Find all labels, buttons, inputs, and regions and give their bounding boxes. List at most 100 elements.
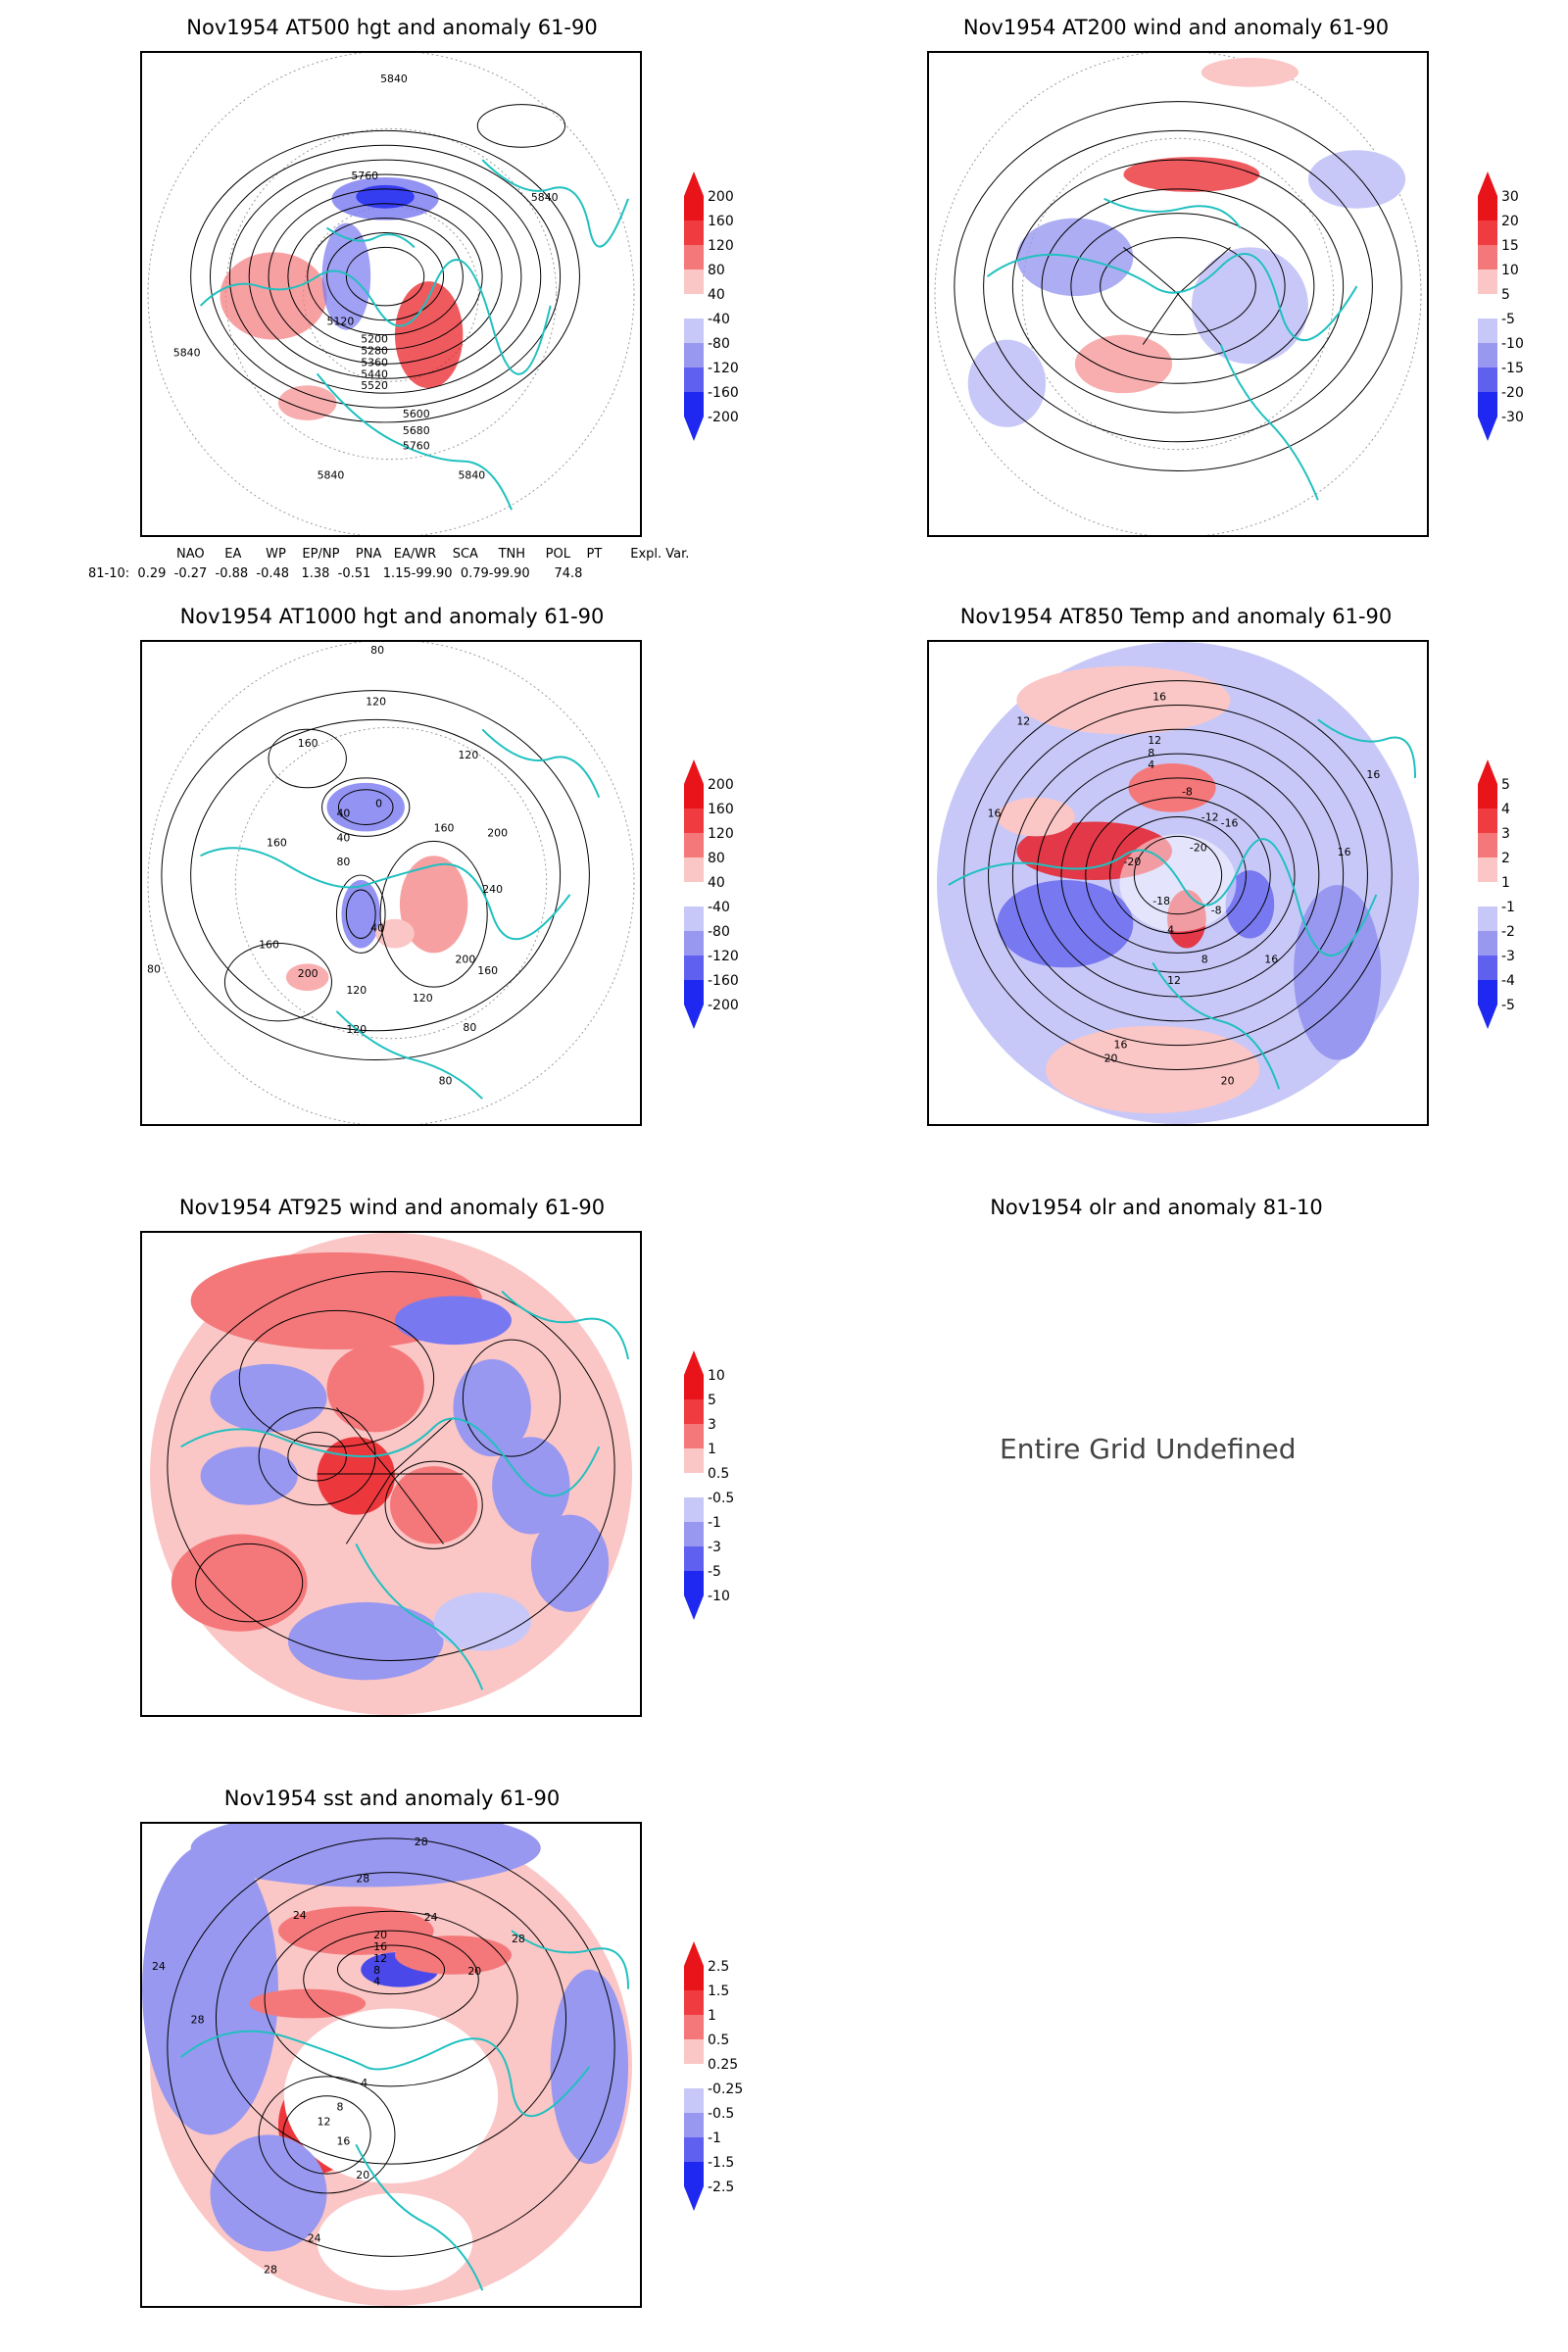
panel-title-1000hgt: Nov1954 AT1000 hgt and anomaly 61-90 — [179, 605, 605, 628]
contour-label: 120 — [413, 992, 433, 1004]
map-sst: 28 28 24 24 20 16 12 8 4 24 28 28 20 16 … — [140, 1822, 642, 2308]
svg-text:5760: 5760 — [351, 170, 378, 182]
colorbar-label: 4 — [1501, 802, 1510, 817]
panel-title-850temp: Nov1954 AT850 Temp and anomaly 61-90 — [959, 605, 1393, 628]
colorbar-label: -80 — [708, 336, 730, 352]
colorbar-label: -10 — [708, 1589, 730, 1604]
contour-label: -20 — [1123, 856, 1141, 868]
contour-label: 28 — [191, 2013, 205, 2026]
contour-label: 80 — [147, 962, 161, 975]
contour-labels: 5840 5760 5120 5200 5280 5360 5440 5520 … — [173, 73, 559, 482]
colorbar-850temp: 5 4 3 2 1 -1 -2 -3 -4 -5 — [1478, 760, 1568, 1034]
svg-text:5760: 5760 — [403, 440, 430, 453]
contour-label: -18 — [1152, 895, 1170, 907]
colorbar-label: 10 — [708, 1368, 725, 1384]
contour-label: 80 — [370, 644, 384, 657]
contour-label: -8 — [1182, 786, 1193, 799]
contour-label: 24 — [308, 2232, 321, 2245]
colorbar-label: -30 — [1501, 410, 1524, 425]
colorbar-label: 1 — [708, 1442, 716, 1457]
colorbar-label: 15 — [1501, 238, 1519, 254]
contour-label: 4 — [1167, 924, 1174, 937]
colorbar-label: -5 — [1501, 998, 1515, 1013]
contour-label: 28 — [264, 2263, 277, 2276]
colorbar-label: 40 — [708, 287, 725, 303]
colorbar-label: -4 — [1501, 973, 1515, 989]
contour-label: 0 — [375, 798, 382, 810]
colorbar-label: -40 — [708, 900, 730, 915]
contour-label: 120 — [366, 695, 386, 708]
anomaly-positive — [277, 385, 337, 420]
colorbar-label: 10 — [1501, 263, 1519, 278]
svg-text:5600: 5600 — [403, 408, 430, 420]
contour-label: 16 — [336, 2134, 350, 2147]
grid-circle — [147, 53, 635, 535]
colorbar-label: -0.5 — [708, 1491, 734, 1506]
contour-label: -12 — [1201, 811, 1219, 824]
contour-label: 4 — [361, 2077, 368, 2089]
contour-label: 8 — [1201, 953, 1208, 965]
colorbar-500hgt: 200 160 120 80 40 -40 -80 -120 -160 -200 — [684, 172, 792, 446]
colorbar-label: -40 — [708, 312, 730, 327]
grid-circle — [303, 206, 479, 382]
contour-label: 200 — [487, 826, 508, 839]
svg-text:5840: 5840 — [173, 346, 201, 359]
contour-label: 16 — [1264, 953, 1278, 965]
contour-label: 24 — [424, 1911, 438, 1924]
colorbar-label: -0.25 — [708, 2082, 743, 2097]
svg-text:5840: 5840 — [318, 468, 345, 481]
contour-label: -20 — [1190, 841, 1207, 854]
contour-label: 4 — [1148, 759, 1154, 771]
svg-text:5200: 5200 — [361, 333, 388, 346]
contour-label: -8 — [1211, 905, 1222, 917]
colorbar-label: 80 — [708, 263, 725, 278]
contour-label: 16 — [988, 808, 1002, 820]
colorbar-label: -20 — [1501, 385, 1524, 401]
colorbar-label: 2.5 — [708, 1959, 729, 1975]
anomaly-negative — [356, 184, 415, 209]
olr-undefined-message: Entire Grid Undefined — [1000, 1433, 1297, 1465]
svg-text:5360: 5360 — [361, 356, 388, 368]
map-850temp-svg: 16 12 16 12 8 4 -8 -12 -16 -20 -20 -18 -… — [937, 642, 1419, 1124]
contour-label: 12 — [1167, 974, 1181, 987]
contour-label: 40 — [336, 831, 350, 844]
colorbar-label: -1.5 — [708, 2155, 734, 2171]
colorbar-label: -2.5 — [708, 2180, 734, 2195]
colorbar-label: 5 — [1501, 287, 1510, 303]
contour-label: 28 — [356, 1873, 369, 1886]
colorbar-label: 160 — [708, 802, 734, 817]
colorbar-1000hgt: 200 160 120 80 40 -40 -80 -120 -160 -200 — [684, 760, 792, 1034]
contour-label: 8 — [1148, 747, 1154, 760]
contour-label: 200 — [455, 953, 475, 965]
contour-label: 200 — [298, 967, 318, 980]
panel-title-500hgt: Nov1954 AT500 hgt and anomaly 61-90 — [186, 16, 598, 39]
contour-label: 4 — [373, 1976, 380, 1988]
contour-label: 40 — [370, 922, 384, 935]
svg-text:5680: 5680 — [403, 424, 430, 437]
colorbar-svg: 200 160 120 80 40 -40 -80 -120 -160 -200 — [684, 172, 739, 441]
map-1000hgt-svg: 80 120 160 120 160 40 0 40 80 160 200 24… — [147, 642, 635, 1124]
svg-text:5280: 5280 — [361, 345, 388, 358]
contour-label: 28 — [415, 1836, 428, 1848]
panel-title-olr: Nov1954 olr and anomaly 81-10 — [990, 1196, 1323, 1219]
colorbar-label: -0.5 — [708, 2106, 734, 2122]
colorbar-label: 80 — [708, 851, 725, 866]
contour-label: 16 — [1152, 691, 1166, 704]
colorbar-label: 30 — [1501, 189, 1519, 205]
contour-label: 12 — [373, 1952, 387, 1965]
svg-text:5840: 5840 — [380, 73, 408, 85]
contour-label: 24 — [152, 1960, 166, 1973]
map-500hgt: 5840 5760 5120 5200 5280 5360 5440 5520 … — [140, 51, 642, 537]
colorbar-label: -120 — [708, 361, 739, 376]
map-850temp: 16 12 16 12 8 4 -8 -12 -16 -20 -20 -18 -… — [927, 640, 1429, 1126]
coastlines — [199, 159, 629, 511]
colorbar-label: 5 — [708, 1393, 716, 1408]
colorbar-label: 160 — [708, 214, 734, 229]
colorbar-label: 120 — [708, 826, 734, 842]
contour-label: 16 — [1366, 768, 1380, 781]
anomaly-positive — [220, 252, 327, 340]
panel-title-200wind: Nov1954 AT200 wind and anomaly 61-90 — [962, 16, 1390, 39]
contour-label: 20 — [373, 1929, 387, 1941]
colorbar-label: 2 — [1501, 851, 1510, 866]
colorbar-label: 0.5 — [708, 1466, 729, 1482]
